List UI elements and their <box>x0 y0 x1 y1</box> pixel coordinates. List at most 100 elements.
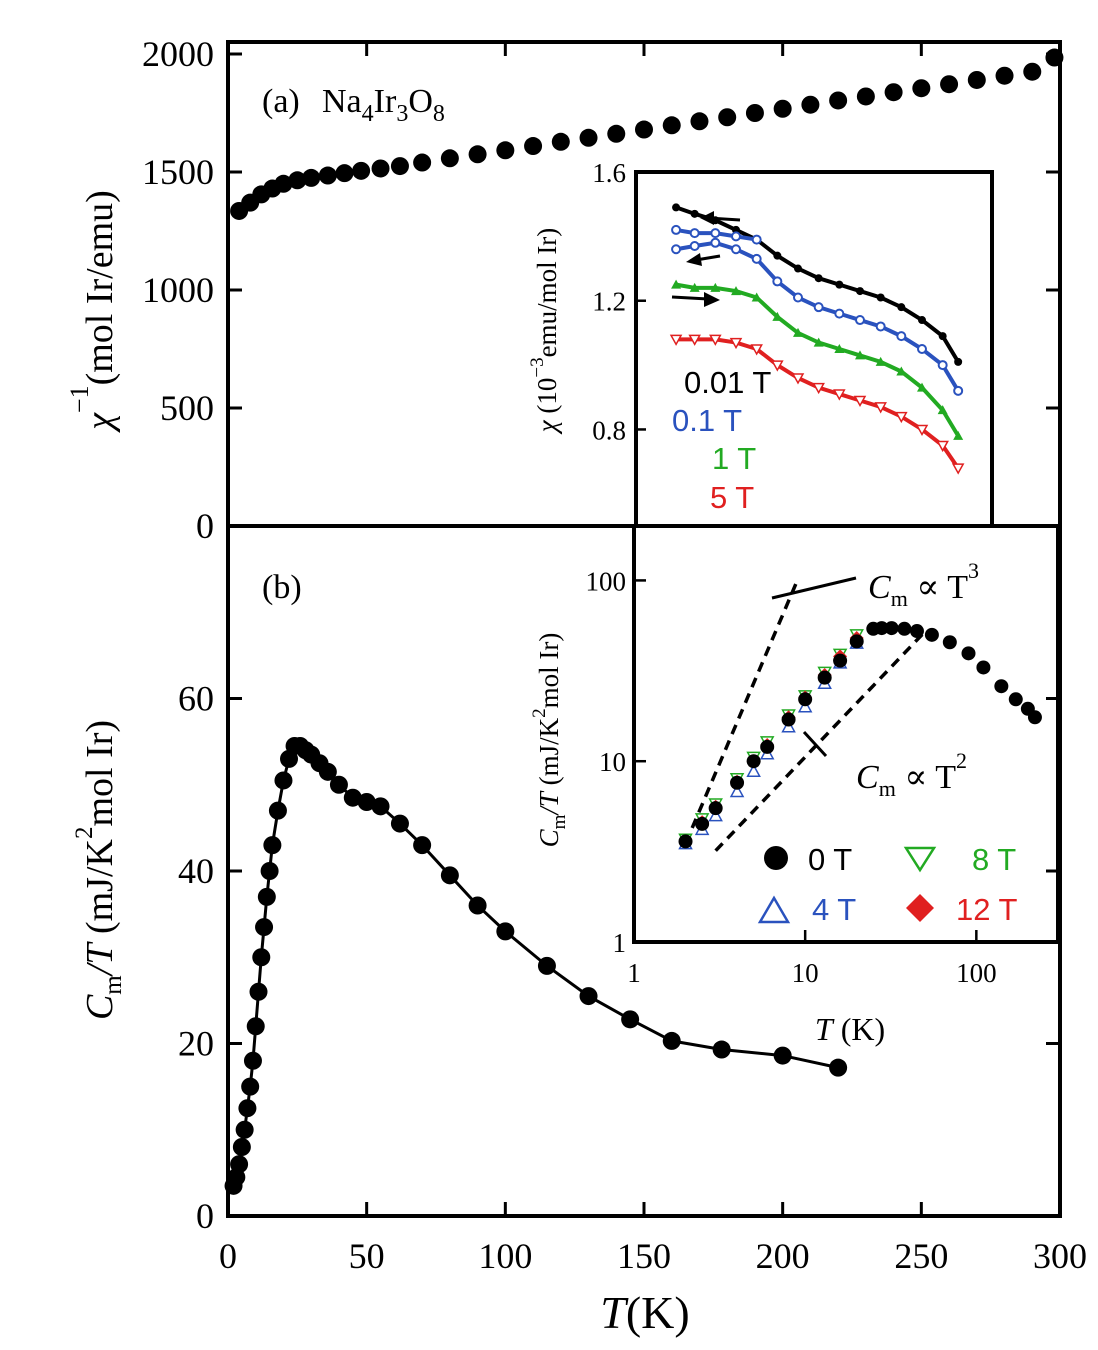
ytick-label-a-inset: 0.8 <box>592 415 626 445</box>
legend-4T: 4 T <box>812 892 856 927</box>
chi-point <box>751 234 762 245</box>
cm-point <box>235 1120 254 1139</box>
chi-inv-point <box>335 164 354 183</box>
cm-inset-point-0T <box>976 660 991 675</box>
inset-b-xlabel: T (K) <box>815 1011 885 1047</box>
xtick-label: 300 <box>1033 1236 1087 1276</box>
ytick-label-b: 0 <box>196 1196 214 1236</box>
chi-inv-point <box>940 75 959 94</box>
chi-inv-point <box>390 157 409 176</box>
cm-point <box>579 987 598 1006</box>
cm-point <box>329 775 348 794</box>
cm-inset-point-0T <box>781 712 796 727</box>
cm-point <box>263 836 282 855</box>
inset-b-ylabel: Cm/T (mJ/K2mol Ir) <box>529 633 570 848</box>
chi-point <box>874 402 887 414</box>
cm-point <box>274 771 293 790</box>
chi-inv-point <box>856 87 875 106</box>
ytick-label-b: 20 <box>178 1024 214 1064</box>
inset-b-frame <box>632 524 1060 944</box>
chi-point <box>937 360 948 371</box>
ytick-label-b: 60 <box>178 679 214 719</box>
cm-point <box>255 918 274 937</box>
chi-inv-point <box>524 137 543 156</box>
legend-8T: 8 T <box>972 842 1016 877</box>
annotation-t2: Cm ∝ T2 <box>856 748 967 801</box>
cm-inset-point-0T <box>884 621 899 636</box>
cm-inset-point-0T <box>678 834 693 849</box>
chi-inv-point <box>967 70 986 89</box>
cm-inset-point-0T <box>924 627 939 642</box>
chi-inv-point <box>468 145 487 164</box>
cm-point <box>318 762 337 781</box>
chi-point <box>690 209 699 218</box>
chi-point <box>729 337 743 350</box>
chi-point <box>951 463 965 475</box>
cm-point <box>371 797 390 816</box>
chi-inv-point <box>496 141 515 160</box>
cm-inset-point-0T <box>817 670 832 685</box>
chi-inv-point <box>274 174 293 193</box>
chi-point <box>773 251 782 260</box>
chi-point <box>918 316 926 325</box>
cm-inset-point-0T <box>994 679 1009 694</box>
chi-point <box>896 366 907 376</box>
chi-point <box>793 292 803 303</box>
panel-b-ylabel: Cm/T (mJ/K2mol Ir) <box>71 720 127 1020</box>
chi-point <box>791 373 805 385</box>
panel-b-label: (b) <box>262 569 302 606</box>
chi-point <box>669 334 683 346</box>
ytick-label-b: 40 <box>178 851 214 891</box>
chi-inv-point <box>745 104 764 122</box>
legend-12T: 12 T <box>956 892 1018 927</box>
hysteresis-arrow-right <box>671 292 720 307</box>
chi-inv-point <box>995 66 1014 85</box>
cm-point <box>440 866 459 885</box>
cm-inset-point-0T <box>760 739 775 754</box>
xtick-label: 150 <box>617 1236 671 1276</box>
chi-point <box>954 357 963 366</box>
guide-line-T^3 <box>683 579 799 845</box>
legend-4T-marker <box>757 895 791 924</box>
cm-inset-point-0T <box>708 801 723 816</box>
chi-inv-point <box>1045 48 1064 67</box>
legend-0.1T: 0.1 T <box>672 403 742 438</box>
chi-inv-point <box>829 91 848 110</box>
cm-point <box>773 1046 792 1065</box>
legend-0.01T: 0.01 T <box>684 365 771 400</box>
chi-point <box>834 308 845 319</box>
cm-inset-point-0T <box>1027 710 1042 725</box>
panel-a-ylabel: χ−1(mol Ir/emu) <box>65 190 121 434</box>
chi-inv-point <box>551 132 570 151</box>
chi-point <box>917 344 927 354</box>
chi-point <box>835 280 844 289</box>
chi-point <box>710 237 721 248</box>
xtick-label-b-inset: 1 <box>627 958 641 988</box>
chi-point <box>731 244 741 255</box>
chi-point <box>689 228 700 239</box>
ytick-label-a-inset: 1.2 <box>592 287 626 317</box>
cm-point <box>243 1051 262 1070</box>
ytick-label-a-inset: 1.6 <box>592 158 626 188</box>
legend-5T: 5 T <box>710 480 754 515</box>
cm-inset-point-0T <box>874 621 889 636</box>
cm-point <box>241 1077 260 1096</box>
chi-inv-point <box>773 99 792 118</box>
ytick-label-a: 1000 <box>142 270 214 310</box>
chi-point <box>936 440 949 453</box>
cm-inset-point-0T <box>798 692 813 707</box>
cm-point <box>257 887 276 906</box>
xtick-label: 250 <box>894 1236 948 1276</box>
annotation-t3-pointer <box>771 576 857 600</box>
chi-inv-point <box>302 168 321 187</box>
annotation-t3: Cm ∝ T3 <box>868 558 979 611</box>
cm-inset-point-0T <box>909 624 924 639</box>
cm-point <box>496 922 515 941</box>
chi-point <box>937 405 948 415</box>
legend-12T-marker <box>906 894 934 922</box>
chi-point <box>750 344 763 356</box>
chi-point <box>731 286 741 296</box>
annotation-t2-pointer <box>802 730 828 758</box>
chi-point <box>710 282 721 292</box>
xtick-label-b-inset: 10 <box>792 958 819 988</box>
